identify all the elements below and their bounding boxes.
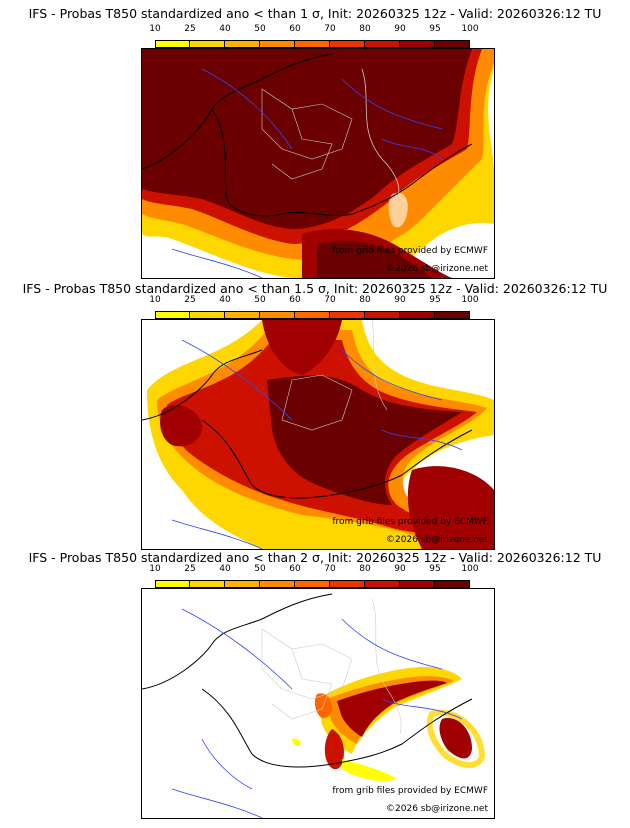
colorbar-swatch [400, 40, 435, 48]
colorbar-swatch [330, 40, 365, 48]
colorbar-swatch [330, 580, 365, 588]
colorbar-tick-label: 10 [149, 564, 161, 574]
colorbar-tick-label: 95 [429, 295, 441, 305]
colorbar-swatch [190, 311, 225, 319]
colorbar-tick-label: 70 [324, 564, 336, 574]
colorbar-swatch [365, 40, 400, 48]
colorbar-tick-label: 95 [429, 564, 441, 574]
source-credit: from grib files provided by ECMWF [332, 786, 488, 796]
colorbar-swatch [155, 40, 190, 48]
colorbar-tick-label: 50 [254, 295, 266, 305]
colorbar-tick-label: 60 [289, 295, 301, 305]
copyright-credit: ©2026 sb@irizone.net [386, 264, 488, 274]
colorbar: 10 25 40 50 60 70 80 90 95 100 [149, 295, 479, 319]
source-credit: from grib files provided by ECMWF [332, 246, 488, 256]
colorbar-swatch [225, 311, 260, 319]
colorbar-tick-label: 50 [254, 564, 266, 574]
panel-title: IFS - Probas T850 standardized ano < tha… [28, 6, 602, 21]
colorbar-tick-label: 90 [394, 24, 406, 34]
colorbar-tick-label: 25 [184, 24, 196, 34]
colorbar-tick-label: 10 [149, 24, 161, 34]
colorbar-tick-label: 25 [184, 295, 196, 305]
colorbar-tick-label: 100 [461, 295, 479, 305]
colorbar-swatch [330, 311, 365, 319]
probability-map: from grib files provided by ECMWF ©2026 … [141, 588, 495, 819]
colorbar-tick-label: 90 [394, 295, 406, 305]
colorbar-tick-label: 40 [219, 564, 231, 574]
colorbar-swatch [295, 311, 330, 319]
colorbar-tick-label: 40 [219, 24, 231, 34]
colorbar-swatch [260, 40, 295, 48]
colorbar-swatch [400, 311, 435, 319]
colorbar-border [155, 580, 470, 588]
colorbar-swatch [155, 311, 190, 319]
colorbar-tick-label: 100 [461, 24, 479, 34]
colorbar-tick-label: 10 [149, 295, 161, 305]
colorbar-tick-label: 70 [324, 295, 336, 305]
panel-title: IFS - Probas T850 standardized ano < tha… [22, 281, 608, 296]
colorbar-swatch [400, 580, 435, 588]
colorbar-swatch [295, 580, 330, 588]
colorbar-swatch [295, 40, 330, 48]
colorbar-tick-label: 25 [184, 564, 196, 574]
colorbar: 10 25 40 50 60 70 80 90 95 100 [149, 24, 479, 48]
probability-map: from grib files provided by ECMWF ©2026 … [141, 319, 495, 550]
colorbar-swatch [365, 311, 400, 319]
colorbar-tick-label: 80 [359, 24, 371, 34]
colorbar-swatch [260, 580, 295, 588]
source-credit: from grib files provided by ECMWF [332, 517, 488, 527]
colorbar-swatch [260, 311, 295, 319]
colorbar: 10 25 40 50 60 70 80 90 95 100 [149, 564, 479, 588]
colorbar-swatch [225, 580, 260, 588]
map-panel-1: IFS - Probas T850 standardized ano < tha… [0, 0, 630, 279]
probability-map: from grib files provided by ECMWF ©2026 … [141, 48, 495, 279]
panel-title: IFS - Probas T850 standardized ano < tha… [28, 550, 602, 565]
colorbar-tick-label: 80 [359, 295, 371, 305]
colorbar-border [155, 40, 470, 48]
colorbar-swatch [190, 580, 225, 588]
colorbar-tick-label: 80 [359, 564, 371, 574]
colorbar-swatch [365, 580, 400, 588]
colorbar-tick-label: 50 [254, 24, 266, 34]
copyright-credit: ©2026 sb@irizone.net [386, 535, 488, 545]
map-panel-3: IFS - Probas T850 standardized ano < tha… [0, 540, 630, 819]
colorbar-tick-label: 60 [289, 564, 301, 574]
colorbar-tick-label: 70 [324, 24, 336, 34]
colorbar-border [155, 311, 470, 319]
colorbar-swatch [155, 580, 190, 588]
colorbar-swatch [225, 40, 260, 48]
colorbar-tick-label: 100 [461, 564, 479, 574]
colorbar-tick-label: 60 [289, 24, 301, 34]
colorbar-swatch [190, 40, 225, 48]
map-panel-2: IFS - Probas T850 standardized ano < tha… [0, 271, 630, 550]
colorbar-tick-label: 95 [429, 24, 441, 34]
colorbar-tick-label: 40 [219, 295, 231, 305]
copyright-credit: ©2026 sb@irizone.net [386, 804, 488, 814]
colorbar-tick-label: 90 [394, 564, 406, 574]
